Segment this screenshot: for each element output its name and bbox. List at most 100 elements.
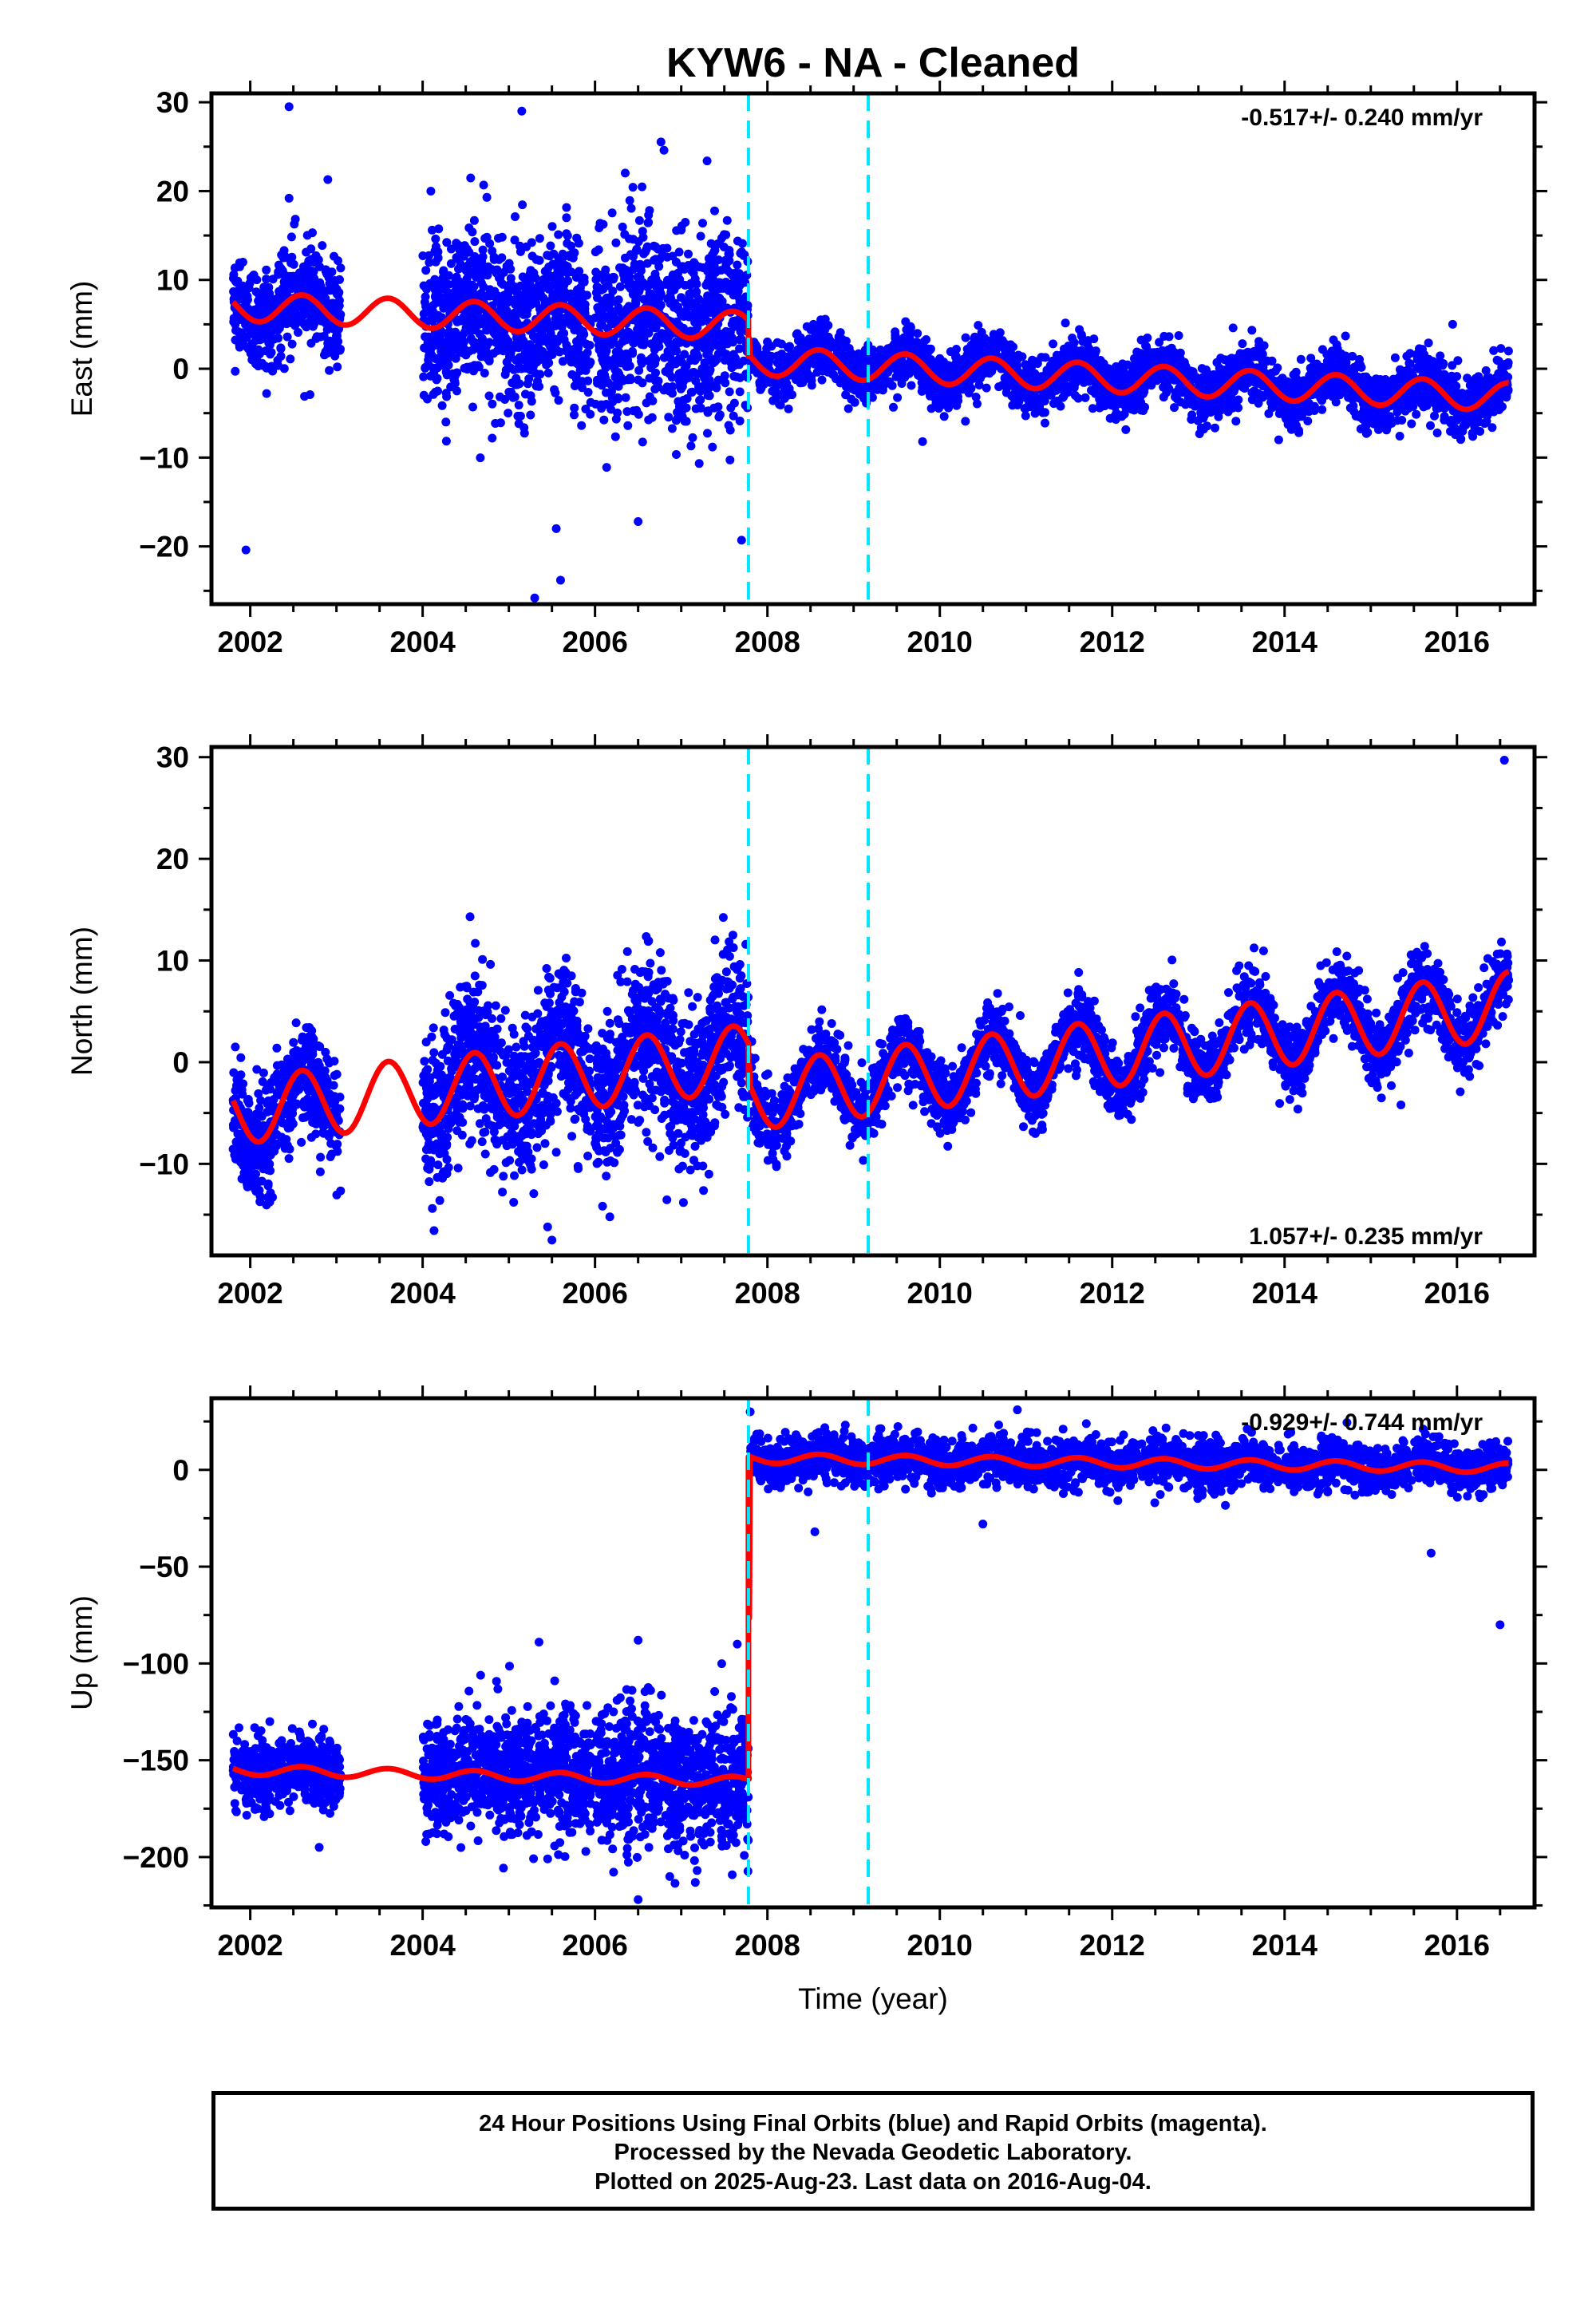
data-point: [974, 321, 983, 330]
data-point: [550, 334, 559, 344]
data-point: [266, 350, 275, 359]
data-point: [282, 288, 291, 298]
data-point: [558, 357, 567, 366]
data-point: [431, 293, 440, 302]
data-point: [656, 137, 666, 147]
data-point: [570, 403, 579, 413]
data-point: [1393, 416, 1402, 425]
data-point: [457, 330, 467, 340]
data-point: [638, 437, 647, 447]
data-point: [571, 374, 581, 384]
data-point: [1181, 400, 1191, 409]
data-point: [1139, 389, 1148, 398]
data-point: [419, 372, 429, 381]
data-point: [1276, 405, 1286, 414]
data-point: [710, 246, 720, 255]
data-point: [1444, 382, 1454, 392]
data-point: [1216, 370, 1226, 379]
data-point: [522, 310, 531, 319]
data-point: [484, 338, 494, 347]
data-point: [1337, 354, 1346, 364]
data-point: [1426, 421, 1435, 430]
data-point: [725, 250, 734, 259]
data-point: [467, 280, 476, 290]
data-point: [526, 266, 535, 275]
data-point: [715, 329, 725, 338]
data-point: [629, 252, 638, 261]
data-point: [302, 322, 311, 332]
data-point: [543, 297, 553, 306]
data-point: [784, 404, 793, 413]
data-point: [553, 310, 563, 319]
data-point: [687, 266, 697, 275]
data-point: [243, 295, 252, 305]
panels-group: 2002 2004 2006 2008 2010 2012 2014 2016−20−1001…: [65, 81, 1547, 1962]
data-point: [595, 219, 605, 228]
data-point: [642, 259, 652, 268]
data-point: [573, 285, 583, 294]
data-point: [464, 346, 474, 356]
data-point: [607, 208, 617, 218]
data-point: [559, 290, 569, 299]
data-point: [961, 417, 970, 426]
data-point: [632, 405, 642, 415]
data-point: [1452, 388, 1461, 397]
data-point: [423, 362, 433, 371]
data-point: [735, 344, 745, 354]
data-point: [938, 392, 947, 401]
data-point: [1332, 340, 1341, 350]
data-point: [725, 268, 735, 278]
data-point: [484, 356, 494, 366]
data-point: [562, 203, 571, 212]
data-point: [717, 233, 726, 243]
data-point: [722, 215, 732, 225]
data-point: [494, 255, 504, 264]
data-point: [703, 385, 713, 394]
data-point: [1317, 405, 1327, 414]
data-point: [454, 264, 464, 274]
data-point: [729, 287, 738, 296]
data-point: [1418, 382, 1428, 392]
data-point: [689, 368, 698, 377]
data-point: [641, 247, 650, 256]
data-point: [553, 263, 563, 273]
data-point: [666, 354, 675, 362]
data-point: [457, 346, 467, 355]
data-point: [476, 352, 486, 362]
data-point: [578, 277, 587, 287]
data-point: [458, 313, 468, 322]
data-point: [733, 260, 742, 270]
data-point: [488, 247, 497, 255]
data-point: [520, 282, 530, 291]
data-point: [262, 265, 271, 275]
data-point: [479, 283, 488, 291]
data-point: [817, 375, 827, 385]
data-point: [575, 338, 584, 348]
data-point: [315, 262, 325, 271]
data-point: [488, 265, 496, 275]
data-point: [476, 453, 485, 463]
data-point: [939, 412, 949, 421]
data-point: [1061, 318, 1070, 328]
east-data-segment-3: [591, 137, 753, 472]
data-point: [466, 362, 476, 372]
data-point: [468, 270, 478, 279]
data-point: [512, 339, 521, 349]
data-point: [913, 369, 922, 378]
data-point: [1228, 323, 1238, 333]
data-point: [450, 379, 460, 388]
data-point: [923, 354, 933, 363]
data-point: [646, 354, 656, 364]
data-point: [522, 242, 531, 251]
data-point: [614, 381, 623, 391]
data-point: [1469, 380, 1478, 389]
data-point: [1041, 408, 1049, 417]
data-point: [1216, 405, 1226, 415]
data-point: [765, 377, 775, 387]
data-point: [681, 403, 691, 413]
data-point: [460, 241, 469, 251]
data-point: [1407, 419, 1416, 429]
data-point: [334, 301, 344, 310]
data-point: [1432, 429, 1442, 437]
data-point: [470, 237, 480, 247]
